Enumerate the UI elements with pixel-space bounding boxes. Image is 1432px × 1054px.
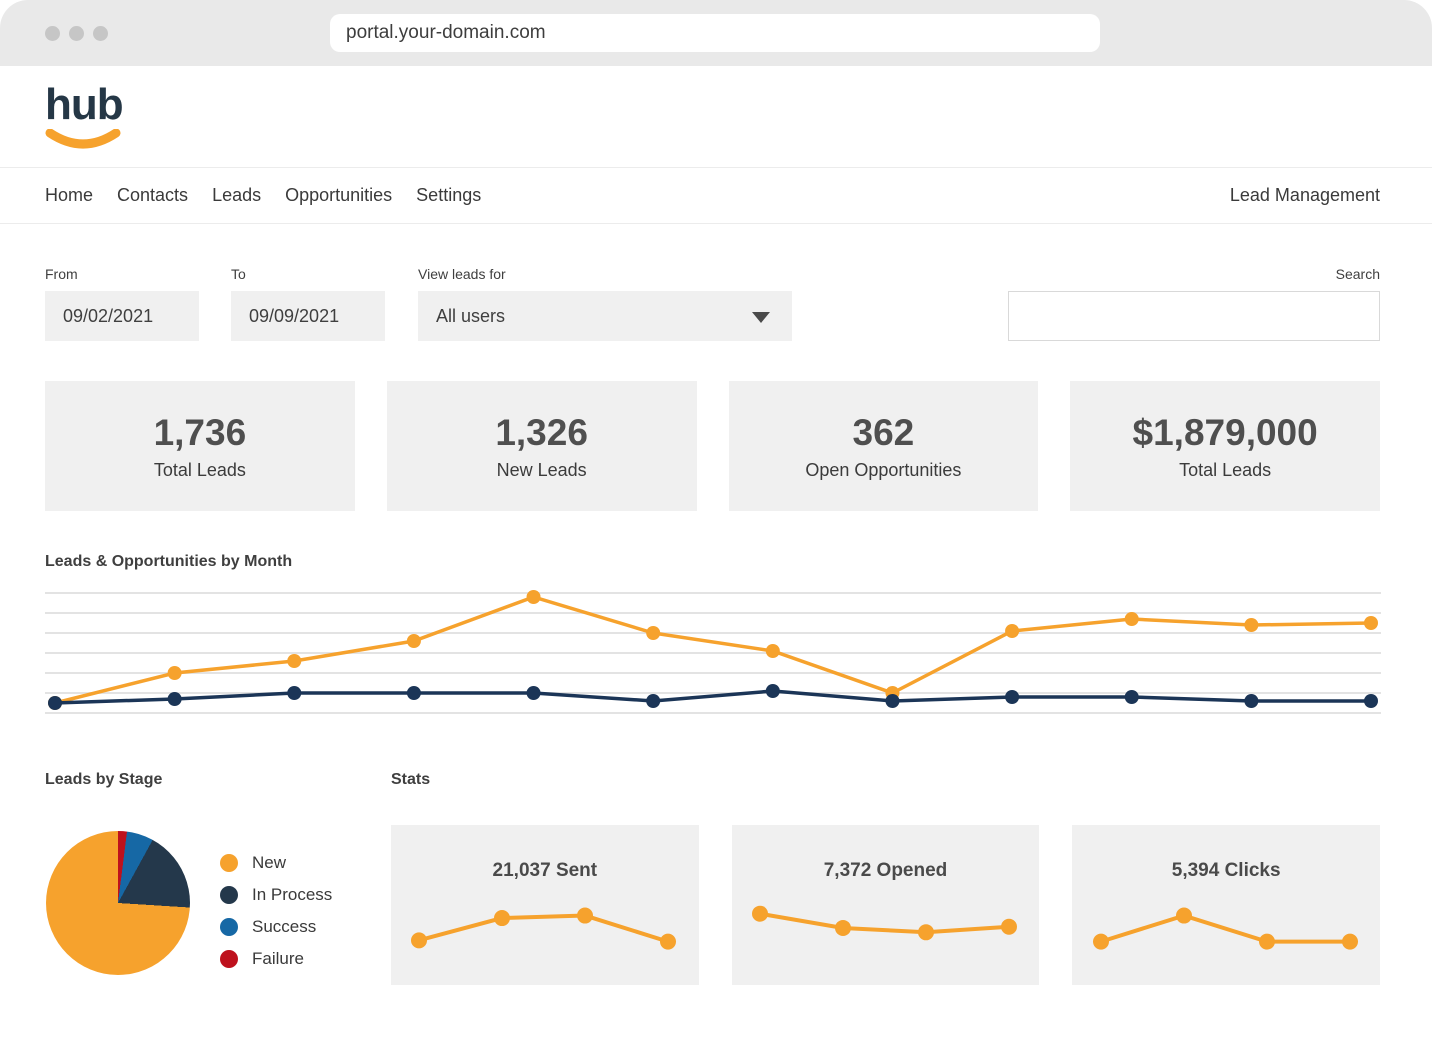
stats-card-sent: 21,037 Sent — [391, 825, 699, 985]
nav-items: Home Contacts Leads Opportunities Settin… — [45, 185, 481, 206]
hub-logo-text: hub — [45, 79, 124, 129]
kpi-cards: 1,736 Total Leads 1,326 New Leads 362 Op… — [45, 381, 1380, 511]
leads-by-stage-title: Leads by Stage — [45, 771, 163, 788]
nav-item-settings[interactable]: Settings — [416, 185, 482, 205]
search-input[interactable] — [1008, 291, 1380, 341]
view-leads-for-group: View leads for All users — [418, 266, 792, 341]
to-date-input[interactable] — [231, 291, 385, 341]
legend-label: New — [252, 853, 287, 872]
legend-item-in-process: In Process — [220, 885, 332, 905]
stats-sparkline — [752, 905, 1017, 941]
nav-item-opportunities[interactable]: Opportunities — [285, 185, 393, 205]
hub-logo[interactable]: hub — [45, 79, 124, 151]
stats-card-clicks: 5,394 Clicks — [1072, 825, 1381, 985]
to-date-label: To — [231, 266, 246, 282]
kpi-card-total-leads: 1,736 Total Leads — [45, 381, 355, 511]
legend-dot-failure — [220, 950, 238, 968]
address-bar[interactable]: portal.your-domain.com — [330, 14, 1100, 52]
users-dropdown-value: All users — [436, 305, 506, 326]
view-leads-for-label: View leads for — [418, 266, 506, 282]
leads-by-stage-section: Leads by Stage New In Process — [45, 771, 391, 985]
kpi-card-new-leads: 1,326 New Leads — [386, 381, 697, 511]
kpi-card-open-opportunities: 362 Open Opportunities — [728, 381, 1039, 511]
hub-logo-smile-icon — [45, 128, 121, 148]
url-text: portal.your-domain.com — [346, 22, 546, 43]
leads-by-stage-pie-chart — [46, 831, 190, 975]
stats-title: Stats — [391, 771, 431, 788]
from-date-label: From — [45, 266, 78, 282]
stats-card-title: 21,037 Sent — [492, 860, 598, 881]
stats-sparkline — [411, 907, 677, 950]
window-control-dot[interactable] — [93, 26, 108, 41]
main-nav: Home Contacts Leads Opportunities Settin… — [0, 167, 1432, 224]
legend-label: Success — [252, 917, 317, 936]
legend-dot-new — [220, 854, 238, 872]
kpi-label: Total Leads — [153, 459, 246, 480]
page-content: From To View leads for All users Search — [0, 266, 1432, 985]
filter-bar: From To View leads for All users Search — [45, 266, 1380, 341]
legend-item-failure: Failure — [220, 949, 332, 969]
monthly-chart-title: Leads & Opportunities by Month — [45, 553, 293, 570]
kpi-value: 362 — [852, 411, 915, 453]
from-date-input[interactable] — [45, 291, 199, 341]
header: hub — [0, 66, 1432, 167]
page-title: Lead Management — [1229, 185, 1380, 205]
stats-card-title: 7,372 Opened — [823, 860, 948, 881]
stats-card-opened: 7,372 Opened — [731, 825, 1040, 985]
stats-section: Stats 21,037 Sent 7,372 Opened 5,394 Cli… — [391, 771, 1381, 985]
nav-item-leads[interactable]: Leads — [212, 185, 262, 205]
kpi-label: New Leads — [496, 459, 587, 480]
kpi-card-total-leads-value: $1,879,000 Total Leads — [1070, 381, 1380, 511]
legend-item-success: Success — [220, 917, 332, 937]
kpi-label: Total Leads — [1179, 459, 1272, 480]
kpi-label: Open Opportunities — [805, 459, 962, 480]
kpi-value: 1,736 — [153, 411, 247, 453]
legend-dot-success — [220, 918, 238, 936]
window-controls[interactable] — [45, 26, 108, 41]
search-label: Search — [1335, 266, 1380, 282]
browser-chrome-bar: portal.your-domain.com — [0, 0, 1432, 66]
bottom-section: Leads by Stage New In Process — [45, 771, 1381, 985]
nav-item-home[interactable]: Home — [45, 185, 94, 205]
nav-item-contacts[interactable]: Contacts — [117, 185, 189, 205]
window-control-dot[interactable] — [69, 26, 84, 41]
pie-legend: New In Process Success Failure — [220, 853, 332, 975]
stats-sparkline — [1092, 907, 1358, 950]
legend-dot-in-process — [220, 886, 238, 904]
kpi-value: 1,326 — [495, 411, 588, 453]
legend-label: Failure — [252, 949, 304, 968]
monthly-chart-section: Leads & Opportunities by Month — [45, 553, 1381, 725]
search-group: Search — [1008, 266, 1380, 341]
legend-label: In Process — [252, 885, 333, 904]
legend-item-new: New — [220, 853, 332, 873]
users-dropdown[interactable]: All users — [418, 291, 792, 341]
window-control-dot[interactable] — [45, 26, 60, 41]
chevron-down-icon — [752, 312, 770, 323]
from-date-group: From — [45, 266, 199, 341]
to-date-group: To — [231, 266, 385, 341]
monthly-chart-svg — [45, 590, 1381, 714]
kpi-value: $1,879,000 — [1132, 411, 1318, 453]
stats-card-title: 5,394 Clicks — [1171, 860, 1281, 881]
